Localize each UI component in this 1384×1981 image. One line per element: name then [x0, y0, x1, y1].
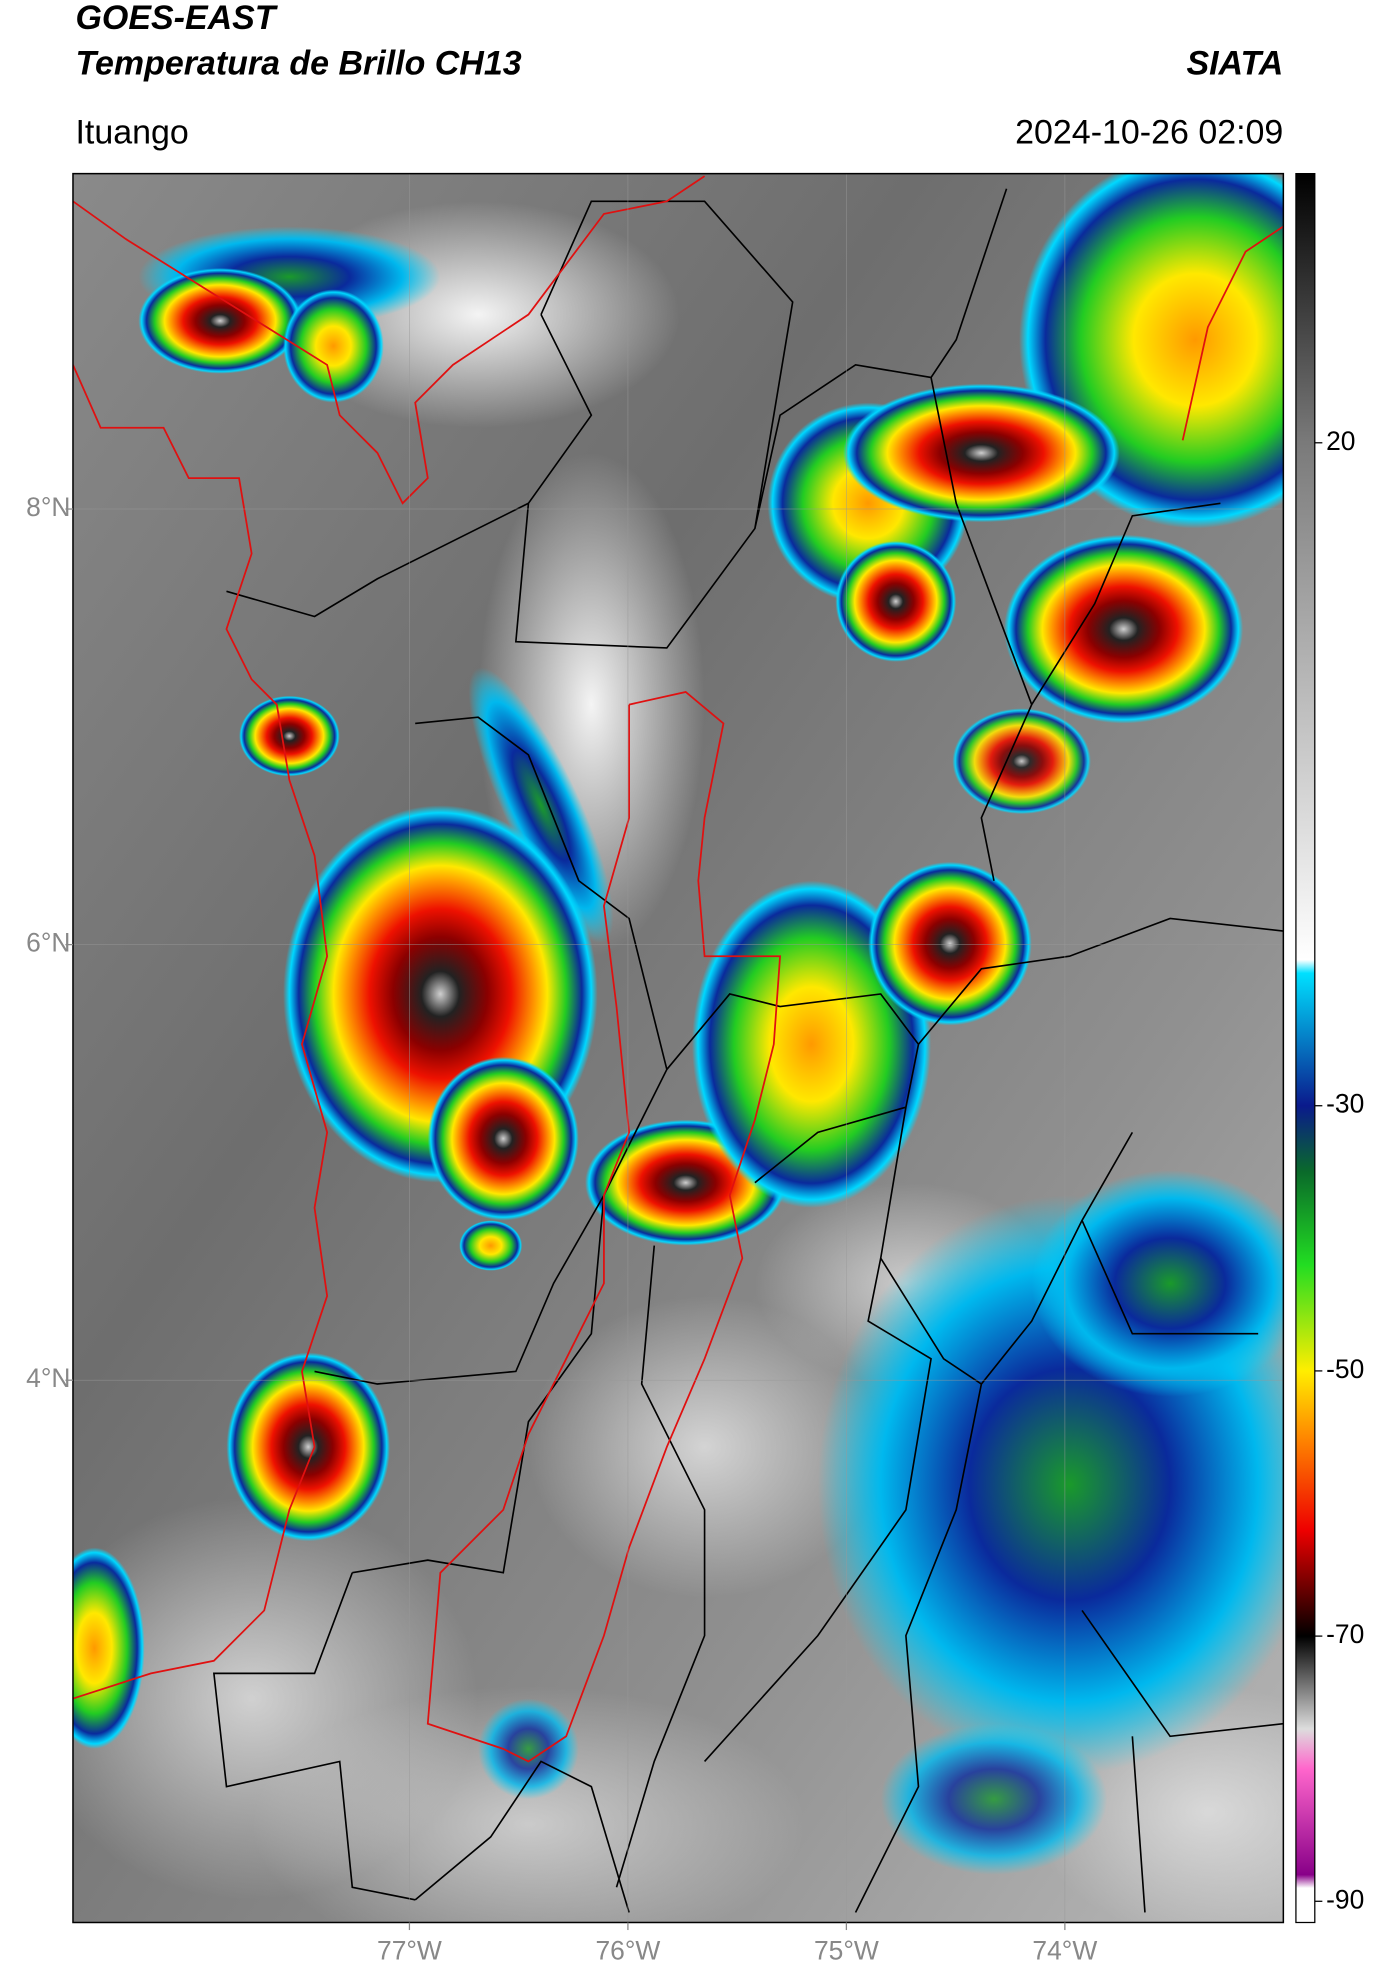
title: GOES-EAST	[75, 0, 278, 37]
x-tick-label: 74°W	[1032, 1936, 1097, 1966]
location: Ituango	[75, 114, 188, 152]
x-tick-label: 75°W	[814, 1936, 879, 1966]
y-tick-label: 4°N	[26, 1363, 70, 1393]
colorbar-tick-label: 20	[1326, 426, 1355, 456]
map-imagery	[72, 173, 1284, 1923]
colorbar-tick-label: -50	[1326, 1354, 1364, 1384]
map-frame	[72, 172, 1285, 1924]
source: SIATA	[1186, 44, 1283, 82]
x-tick-label: 77°W	[377, 1936, 442, 1966]
datetime: 2024-10-26 02:09	[1015, 114, 1283, 152]
subtitle: Temperatura de Brillo CH13	[75, 44, 521, 82]
y-tick-label: 6°N	[26, 928, 70, 958]
grid	[72, 173, 1284, 1923]
x-tick-label: 76°W	[595, 1936, 660, 1966]
colorbar-tick-label: -90	[1326, 1884, 1364, 1914]
colorbar-tick-label: -70	[1326, 1619, 1364, 1649]
y-tick-label: 8°N	[26, 492, 70, 522]
colorbar	[1295, 172, 1316, 1924]
colorbar-tick-label: -30	[1326, 1089, 1364, 1119]
